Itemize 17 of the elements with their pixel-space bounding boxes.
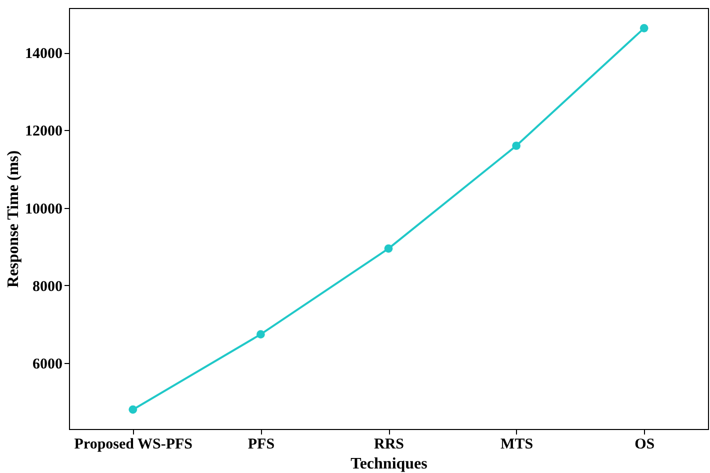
point bbox=[256, 330, 265, 338]
x-axis-title: Techniques bbox=[350, 456, 428, 472]
x-tick-label: Proposed WS-PFS bbox=[74, 436, 193, 452]
x-tick-label: RRS bbox=[374, 436, 404, 452]
point bbox=[640, 24, 648, 32]
point bbox=[512, 142, 520, 150]
point bbox=[384, 244, 393, 253]
x-tick-label: MTS bbox=[500, 436, 534, 452]
y-axis-title: Response Time (ms) bbox=[5, 150, 22, 288]
y-tick-label: 10000 bbox=[25, 201, 62, 218]
y-tick-label: 6000 bbox=[32, 356, 62, 373]
point bbox=[128, 405, 138, 414]
y-tick-label: 14000 bbox=[25, 46, 62, 62]
x-tick-label: PFS bbox=[248, 436, 275, 452]
y-tick-label: 8000 bbox=[32, 278, 62, 295]
y-tick-label: 12000 bbox=[25, 124, 62, 140]
x-tick-label: OS bbox=[634, 436, 655, 452]
